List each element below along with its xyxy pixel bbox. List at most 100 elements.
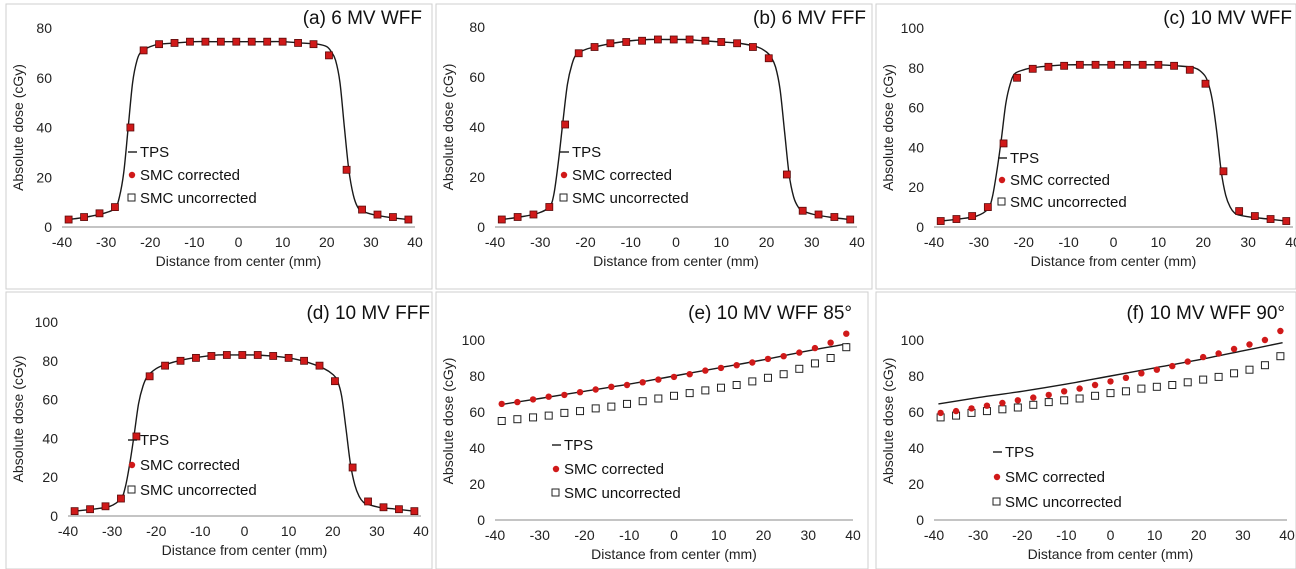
y-tick-label: 20 xyxy=(469,169,485,185)
corrected-point xyxy=(1060,61,1069,70)
corrected-point xyxy=(685,35,694,44)
panel-border xyxy=(5,291,433,569)
corrected-point xyxy=(606,39,615,48)
x-tick-label: 0 xyxy=(235,234,243,250)
x-tick-label: 30 xyxy=(1235,527,1251,543)
corrected-point xyxy=(1219,167,1228,176)
corrected-point xyxy=(780,353,787,360)
tps-series-line xyxy=(938,342,1283,405)
corrected-point xyxy=(325,51,333,60)
legend-label: SMC uncorrected xyxy=(564,485,681,502)
corrected-point xyxy=(1075,60,1084,69)
uncorrected-point xyxy=(529,413,538,422)
tps-series-line xyxy=(940,64,1287,222)
x-tick-label: 30 xyxy=(804,234,820,250)
y-tick-label: 60 xyxy=(469,404,485,420)
legend-circle-icon xyxy=(128,461,136,469)
y-axis-label: Absolute dose (cGy) xyxy=(440,64,456,191)
uncorrected-point xyxy=(685,389,694,398)
corrected-point xyxy=(592,386,599,393)
corrected-point xyxy=(717,364,725,372)
corrected-point xyxy=(192,353,200,362)
y-tick-label: 60 xyxy=(908,404,924,420)
y-tick-label: 60 xyxy=(469,69,485,85)
corrected-point xyxy=(253,351,262,359)
uncorrected-point xyxy=(560,408,569,417)
y-axis-label: Absolute dose (cGy) xyxy=(10,64,26,191)
x-tick-label: -20 xyxy=(1014,234,1034,250)
legend-label: SMC corrected xyxy=(140,457,240,474)
uncorrected-point xyxy=(1106,389,1115,398)
corrected-point xyxy=(263,37,272,46)
corrected-point xyxy=(830,213,839,221)
y-axis-label: Absolute dose (cGy) xyxy=(880,358,896,485)
corrected-point xyxy=(331,377,339,386)
legend: TPS SMC corrected SMC uncorrected xyxy=(997,150,1127,211)
uncorrected-point xyxy=(779,370,788,379)
corrected-point xyxy=(937,409,944,417)
y-tick-label: 20 xyxy=(908,476,924,492)
x-tick-label: -30 xyxy=(102,523,122,539)
y-tick-label: 80 xyxy=(42,353,58,369)
corrected-point xyxy=(1261,336,1269,344)
uncorrected-point xyxy=(763,373,772,382)
x-tick-label: -40 xyxy=(485,527,505,543)
uncorrected-point xyxy=(1091,391,1100,400)
corrected-point xyxy=(1246,341,1253,348)
corrected-point xyxy=(936,217,945,225)
corrected-point xyxy=(561,391,568,399)
chart-panel-5: 0 20 40 60 80 100 -40 -30 -20 -10 0 10 20 30 40 Distanc… xyxy=(875,291,1296,569)
corrected-point xyxy=(1123,60,1131,69)
x-tick-label: -10 xyxy=(621,234,641,250)
legend-label: TPS xyxy=(1010,150,1039,167)
y-tick-label: 40 xyxy=(908,139,924,155)
x-tick-label: 20 xyxy=(759,234,775,250)
x-tick-label: 20 xyxy=(319,234,335,250)
corrected-point xyxy=(514,398,521,406)
x-tick-label: 0 xyxy=(1110,234,1118,250)
corrected-point xyxy=(814,210,823,219)
legend-label: SMC uncorrected xyxy=(572,190,689,207)
y-tick-label: 80 xyxy=(469,19,485,35)
y-tick-label: 80 xyxy=(908,60,924,76)
tps-series-line xyxy=(68,40,409,221)
corrected-point xyxy=(1266,215,1275,223)
y-tick-label: 40 xyxy=(42,430,58,446)
uncorrected-point xyxy=(716,383,725,392)
uncorrected-point xyxy=(826,354,835,362)
corrected-point xyxy=(1277,327,1284,335)
chart-panel-0: 0 20 40 60 80 -40 -30 -20 -10 0 10 20 30 40 Distance f… xyxy=(5,3,433,290)
x-tick-label: 30 xyxy=(1240,234,1256,250)
corrected-point xyxy=(811,344,819,352)
panel-border xyxy=(5,3,433,290)
corrected-point xyxy=(284,353,293,362)
legend-label: SMC corrected xyxy=(1005,469,1105,486)
corrected-point xyxy=(655,376,662,383)
corrected-point xyxy=(170,39,179,47)
uncorrected-point xyxy=(1152,382,1161,391)
legend-label: SMC uncorrected xyxy=(1010,194,1127,211)
legend-square-icon xyxy=(992,497,1001,506)
corrected-point xyxy=(764,355,772,363)
y-tick-label: 40 xyxy=(36,120,52,136)
x-tick-label: 0 xyxy=(1107,527,1115,543)
corrected-point xyxy=(749,43,757,51)
corrected-point xyxy=(796,349,803,356)
x-tick-label: -20 xyxy=(140,234,160,250)
corrected-point xyxy=(1250,212,1259,220)
legend-circle-icon xyxy=(552,465,560,473)
chart-panel-2: 0 20 40 60 80 100 -40 -30 -20 -10 0 10 20 30 40 Distanc… xyxy=(875,3,1296,290)
corrected-point xyxy=(1154,60,1163,69)
tps-series-line xyxy=(501,38,851,221)
corrected-point xyxy=(1185,65,1194,74)
y-tick-label: 20 xyxy=(469,476,485,492)
x-axis-label: Distance from center (mm) xyxy=(1028,546,1194,562)
y-tick-label: 20 xyxy=(42,469,58,485)
uncorrected-point xyxy=(513,415,522,424)
corrected-point xyxy=(952,407,960,415)
x-tick-label: 10 xyxy=(711,527,727,543)
x-axis-label: Distance from center (mm) xyxy=(162,542,328,558)
corrected-point xyxy=(983,203,992,212)
corrected-point xyxy=(117,494,125,503)
corrected-point xyxy=(395,505,403,514)
